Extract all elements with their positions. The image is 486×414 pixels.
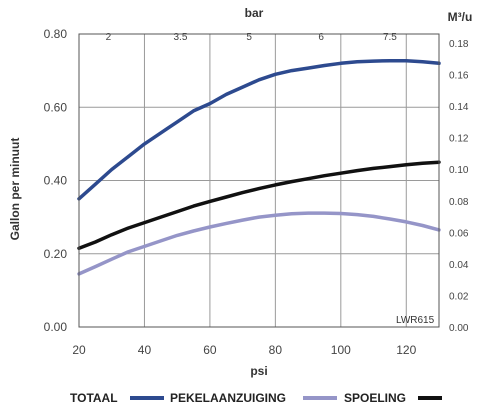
x-tick-label: 120 [396,343,416,357]
right-axis-title: M³/u [448,10,473,24]
legend: TOTAAL PEKELAANZUIGING SPOELING [70,391,442,405]
top-tick-label: 2 [106,32,112,43]
top-tick-label: 7.5 [383,32,397,43]
y-tick-label: 0.60 [44,100,68,114]
legend-label: SPOELING [344,391,406,405]
y-axis-title: Gallon per minuut [8,138,22,241]
right-tick-label: 0.04 [449,260,469,271]
tick-labels: 20 40 60 80 100 120 0.00 0.20 0.40 0.60 0.80 2 3.5 5 6… [44,27,469,357]
x-tick-label: 80 [269,343,283,357]
top-tick-label: 5 [246,32,252,43]
legend-label: PEKELAANZUIGING [170,391,286,405]
series-line [77,58,441,201]
grid [78,33,439,328]
x-tick-label: 100 [331,343,351,357]
right-tick-label: 0.14 [449,102,469,113]
top-tick-label: 3.5 [174,32,188,43]
series-line [77,211,441,276]
right-tick-label: 0.08 [449,197,469,208]
plot-frame [78,33,440,328]
x-tick-label: 20 [72,343,86,357]
x-axis-title: psi [250,364,267,378]
series-line [77,160,441,251]
y-tick-label: 0.80 [44,27,68,41]
right-tick-label: 0.18 [449,39,469,50]
right-tick-label: 0.16 [449,71,469,82]
right-tick-label: 0.00 [449,323,469,334]
x-tick-label: 40 [138,343,152,357]
series-lines [77,58,441,276]
chart-annotation: LWR615 [396,315,435,326]
x-tick-label: 60 [203,343,217,357]
y-tick-label: 0.00 [44,320,68,334]
y-tick-label: 0.40 [44,174,68,188]
y-tick-label: 0.20 [44,247,68,261]
top-axis-title: bar [245,6,264,20]
legend-label: TOTAAL [70,391,118,405]
top-tick-label: 6 [318,32,324,43]
right-tick-label: 0.02 [449,291,469,302]
right-tick-label: 0.06 [449,228,469,239]
right-tick-label: 0.12 [449,134,469,145]
right-tick-label: 0.10 [449,165,469,176]
